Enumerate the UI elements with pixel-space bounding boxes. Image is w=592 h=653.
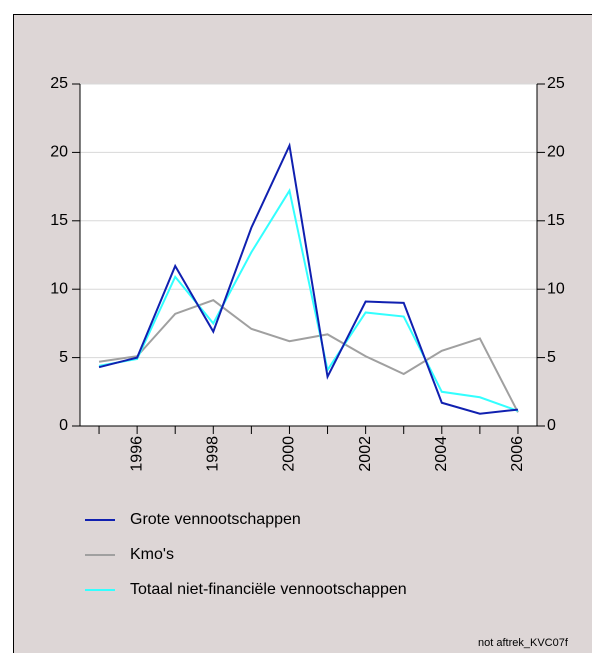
y-tick-label: 5 — [59, 349, 68, 366]
x-tick-label: 1998 — [205, 436, 222, 472]
x-tick-label: 2000 — [281, 436, 298, 472]
series-line — [98, 299, 519, 413]
legend-label: Kmo's — [130, 546, 174, 563]
y2-tick-label: 5 — [547, 349, 556, 366]
legend-label: Totaal niet-financiële vennootschappen — [130, 581, 407, 598]
y2-tick-label: 20 — [547, 144, 565, 161]
x-tick-label: 2002 — [357, 436, 374, 472]
plot-area — [80, 84, 537, 426]
y2-tick-label: 25 — [547, 75, 565, 92]
legend-label: Grote vennootschappen — [130, 511, 301, 528]
series-line — [98, 188, 519, 412]
x-tick-label: 2004 — [433, 436, 450, 472]
x-tick-label: 2006 — [509, 436, 526, 472]
y-tick-label: 20 — [50, 144, 68, 161]
y2-tick-label: 0 — [547, 417, 556, 434]
y-tick-label: 0 — [59, 417, 68, 434]
x-tick-label: 1996 — [128, 436, 145, 472]
y2-tick-label: 15 — [547, 212, 565, 229]
y-tick-label: 25 — [50, 75, 68, 92]
footnote: not aftrek_KVC07f — [478, 637, 569, 649]
series-line — [98, 142, 519, 415]
y2-tick-label: 10 — [547, 280, 565, 297]
y-tick-label: 10 — [50, 280, 68, 297]
y-tick-label: 15 — [50, 212, 68, 229]
